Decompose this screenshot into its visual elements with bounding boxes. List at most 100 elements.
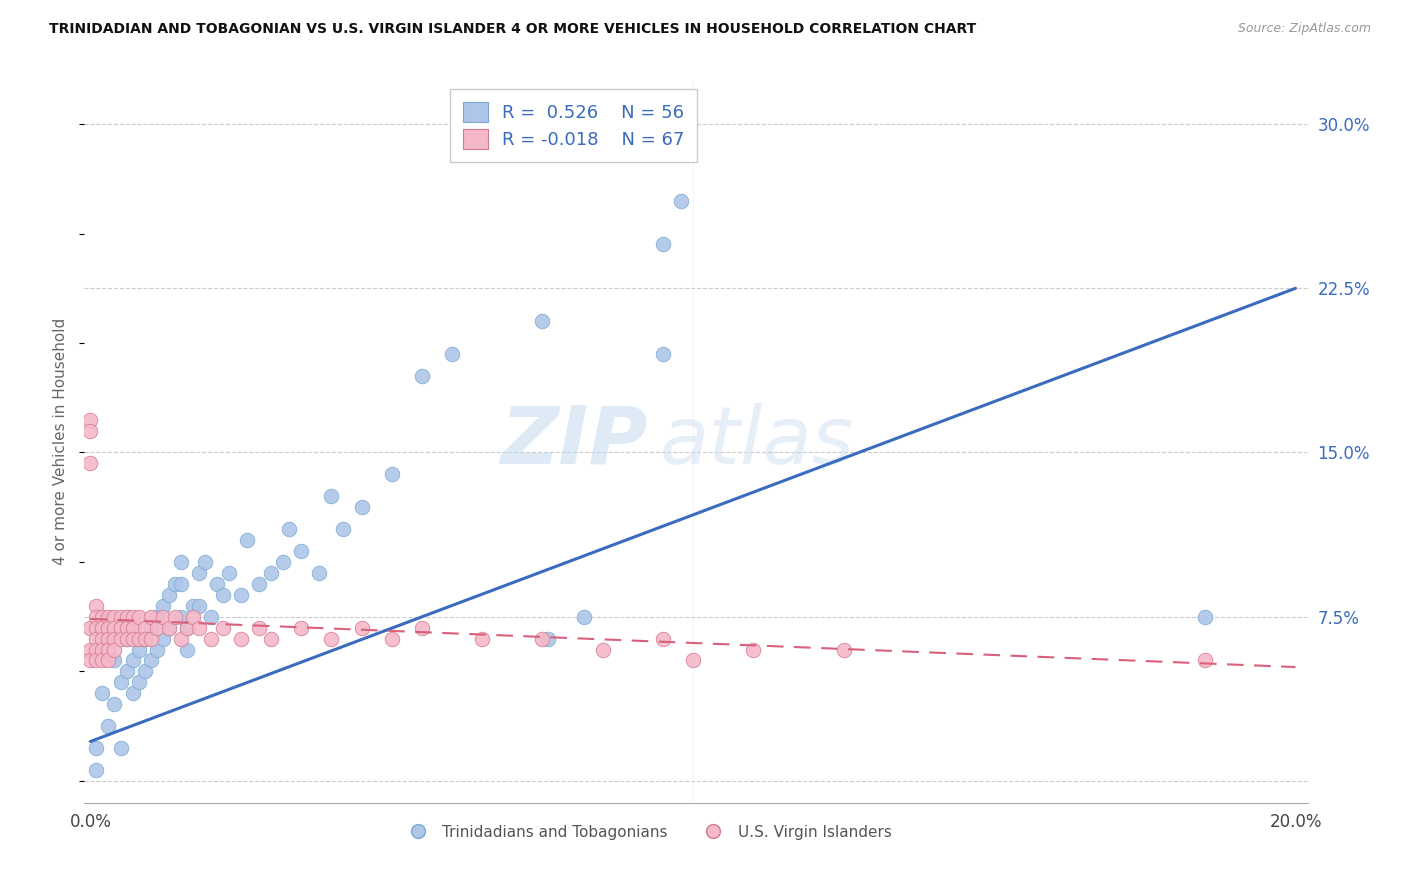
Text: ZIP: ZIP (499, 402, 647, 481)
Point (187, 599, 209, 613)
Point (247, 621, 270, 635)
Point (115, 665, 138, 679)
Point (574, 609, 596, 624)
Legend: Trinidadians and Tobagonians, U.S. Virgin Islanders: Trinidadians and Tobagonians, U.S. Virgi… (396, 819, 898, 846)
Point (91, 642, 114, 657)
Point (471, 632, 494, 646)
Point (110, 609, 132, 624)
Point (110, 621, 132, 635)
Point (121, 632, 143, 646)
Point (115, 609, 138, 624)
Point (1194, 653, 1216, 667)
Point (103, 698, 125, 712)
Point (110, 741, 132, 756)
Point (86, 763, 108, 777)
Point (134, 632, 156, 646)
Point (110, 632, 132, 646)
Point (157, 621, 180, 635)
Point (163, 577, 186, 591)
Point (145, 621, 167, 635)
Point (1194, 609, 1216, 624)
Point (187, 621, 209, 635)
Point (350, 621, 373, 635)
Point (163, 609, 186, 624)
Point (128, 632, 150, 646)
Point (332, 522, 354, 536)
Text: atlas: atlas (659, 402, 853, 481)
Point (440, 347, 463, 361)
Point (157, 621, 180, 635)
Point (157, 588, 180, 602)
Point (561, 128, 583, 142)
Point (121, 609, 143, 624)
Point (381, 632, 404, 646)
Text: Source: ZipAtlas.com: Source: ZipAtlas.com (1237, 22, 1371, 36)
Point (97, 632, 120, 646)
Point (205, 577, 228, 591)
Point (669, 194, 692, 208)
Point (103, 632, 125, 646)
Point (236, 533, 259, 547)
Point (139, 621, 162, 635)
Point (152, 599, 174, 613)
Point (115, 621, 138, 635)
Point (79, 457, 101, 471)
Point (278, 522, 301, 536)
Point (170, 555, 193, 569)
Point (121, 653, 143, 667)
Point (200, 632, 222, 646)
Point (91, 621, 114, 635)
Point (79, 642, 101, 657)
Point (86, 621, 108, 635)
Point (115, 632, 138, 646)
Point (86, 609, 108, 624)
Point (152, 609, 174, 624)
Point (134, 665, 156, 679)
Y-axis label: 4 or more Vehicles in Household: 4 or more Vehicles in Household (53, 318, 69, 566)
Point (110, 675, 132, 690)
Point (321, 632, 343, 646)
Point (97, 653, 120, 667)
Point (350, 500, 373, 515)
Point (212, 588, 235, 602)
Point (651, 237, 673, 252)
Point (128, 675, 150, 690)
Point (290, 544, 312, 558)
Point (86, 632, 108, 646)
Point (308, 566, 330, 580)
Point (176, 642, 198, 657)
Point (86, 642, 108, 657)
Point (97, 621, 120, 635)
Point (91, 609, 114, 624)
Point (134, 632, 156, 646)
Point (134, 621, 156, 635)
Point (321, 489, 343, 503)
Point (742, 642, 765, 657)
Point (187, 566, 209, 580)
Point (86, 653, 108, 667)
Point (212, 621, 235, 635)
Point (103, 621, 125, 635)
Point (121, 621, 143, 635)
Point (531, 632, 554, 646)
Text: TRINIDADIAN AND TOBAGONIAN VS U.S. VIRGIN ISLANDER 4 OR MORE VEHICLES IN HOUSEHO: TRINIDADIAN AND TOBAGONIAN VS U.S. VIRGI… (49, 22, 976, 37)
Point (139, 632, 162, 646)
Point (170, 632, 193, 646)
Point (79, 653, 101, 667)
Point (121, 686, 143, 700)
Point (145, 642, 167, 657)
Point (271, 555, 294, 569)
Point (229, 588, 252, 602)
Point (128, 642, 150, 657)
Point (651, 347, 673, 361)
Point (170, 609, 193, 624)
Point (145, 609, 167, 624)
Point (200, 609, 222, 624)
Point (97, 632, 120, 646)
Point (91, 686, 114, 700)
Point (115, 609, 138, 624)
Point (86, 599, 108, 613)
Point (128, 609, 150, 624)
Point (79, 621, 101, 635)
Point (181, 609, 204, 624)
